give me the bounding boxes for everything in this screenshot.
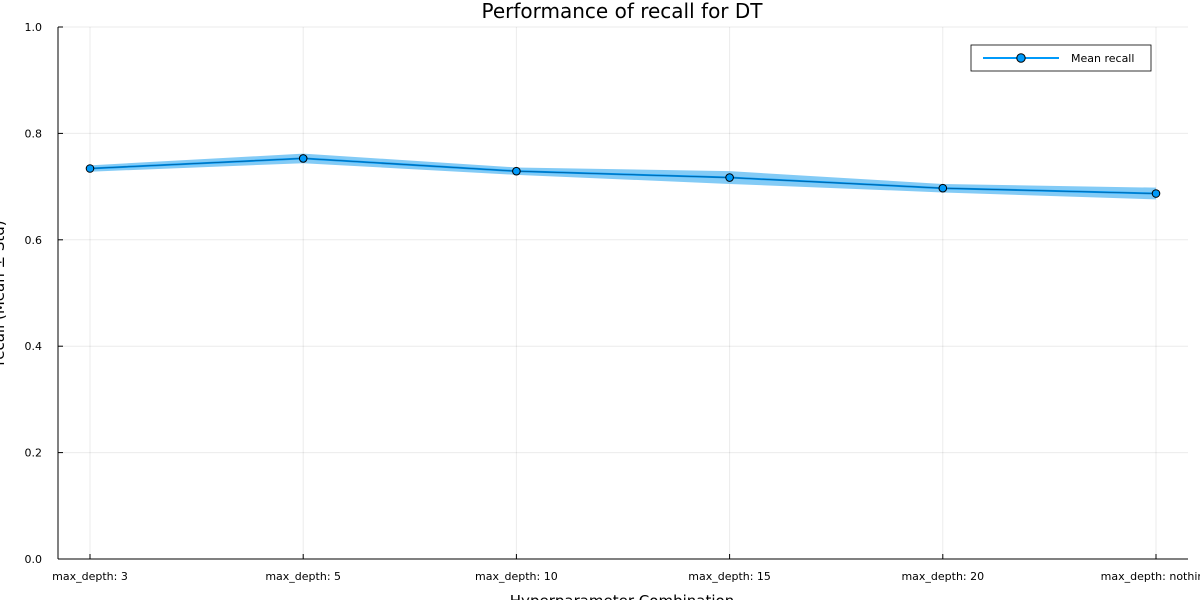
std-band [90, 153, 1156, 200]
std-band-layer [90, 153, 1156, 200]
mean-line-layer [89, 157, 1157, 195]
x-tick-label: max_depth: 20 [901, 570, 984, 583]
x-axis-title: Hyperparameter Combination [510, 592, 734, 600]
x-tick-label: max_depth: 10 [475, 570, 558, 583]
data-point [725, 173, 734, 182]
axes [57, 27, 1188, 560]
y-tick-label: 0.6 [25, 234, 43, 247]
mean-recall-line-edge [89, 158, 1157, 194]
y-tick-label: 0.2 [25, 447, 43, 460]
legend-marker-swatch [1016, 53, 1026, 63]
y-tick-label: 0.8 [25, 127, 43, 140]
legend-label: Mean recall [1071, 52, 1134, 65]
y-axis-title: recall (Mean ± Std) [0, 220, 8, 365]
legend: Mean recall [970, 44, 1152, 72]
y-tick-layer: 0.0 0.2 0.4 0.6 0.8 1.0 [25, 21, 63, 566]
grid-lines [58, 26, 1188, 560]
x-tick-label: max_depth: 3 [52, 570, 128, 583]
y-tick-label: 0.0 [25, 553, 43, 566]
data-point [85, 164, 95, 173]
y-tick-label: 0.4 [25, 340, 43, 353]
y-tick-label: 1.0 [25, 21, 43, 34]
x-tick-layer: max_depth: 3 max_depth: 5 max_depth: 10 max… [52, 554, 1200, 583]
data-point [938, 183, 948, 193]
data-point [512, 166, 521, 176]
x-tick-label: max_depth: nothing [1101, 570, 1200, 583]
x-tick-label: max_depth: 15 [688, 570, 771, 583]
x-tick-label: max_depth: 5 [265, 570, 341, 583]
data-point [298, 154, 308, 163]
chart-title: Performance of recall for DT [481, 0, 763, 23]
data-point-layer [85, 154, 1161, 198]
data-point [1151, 189, 1161, 198]
